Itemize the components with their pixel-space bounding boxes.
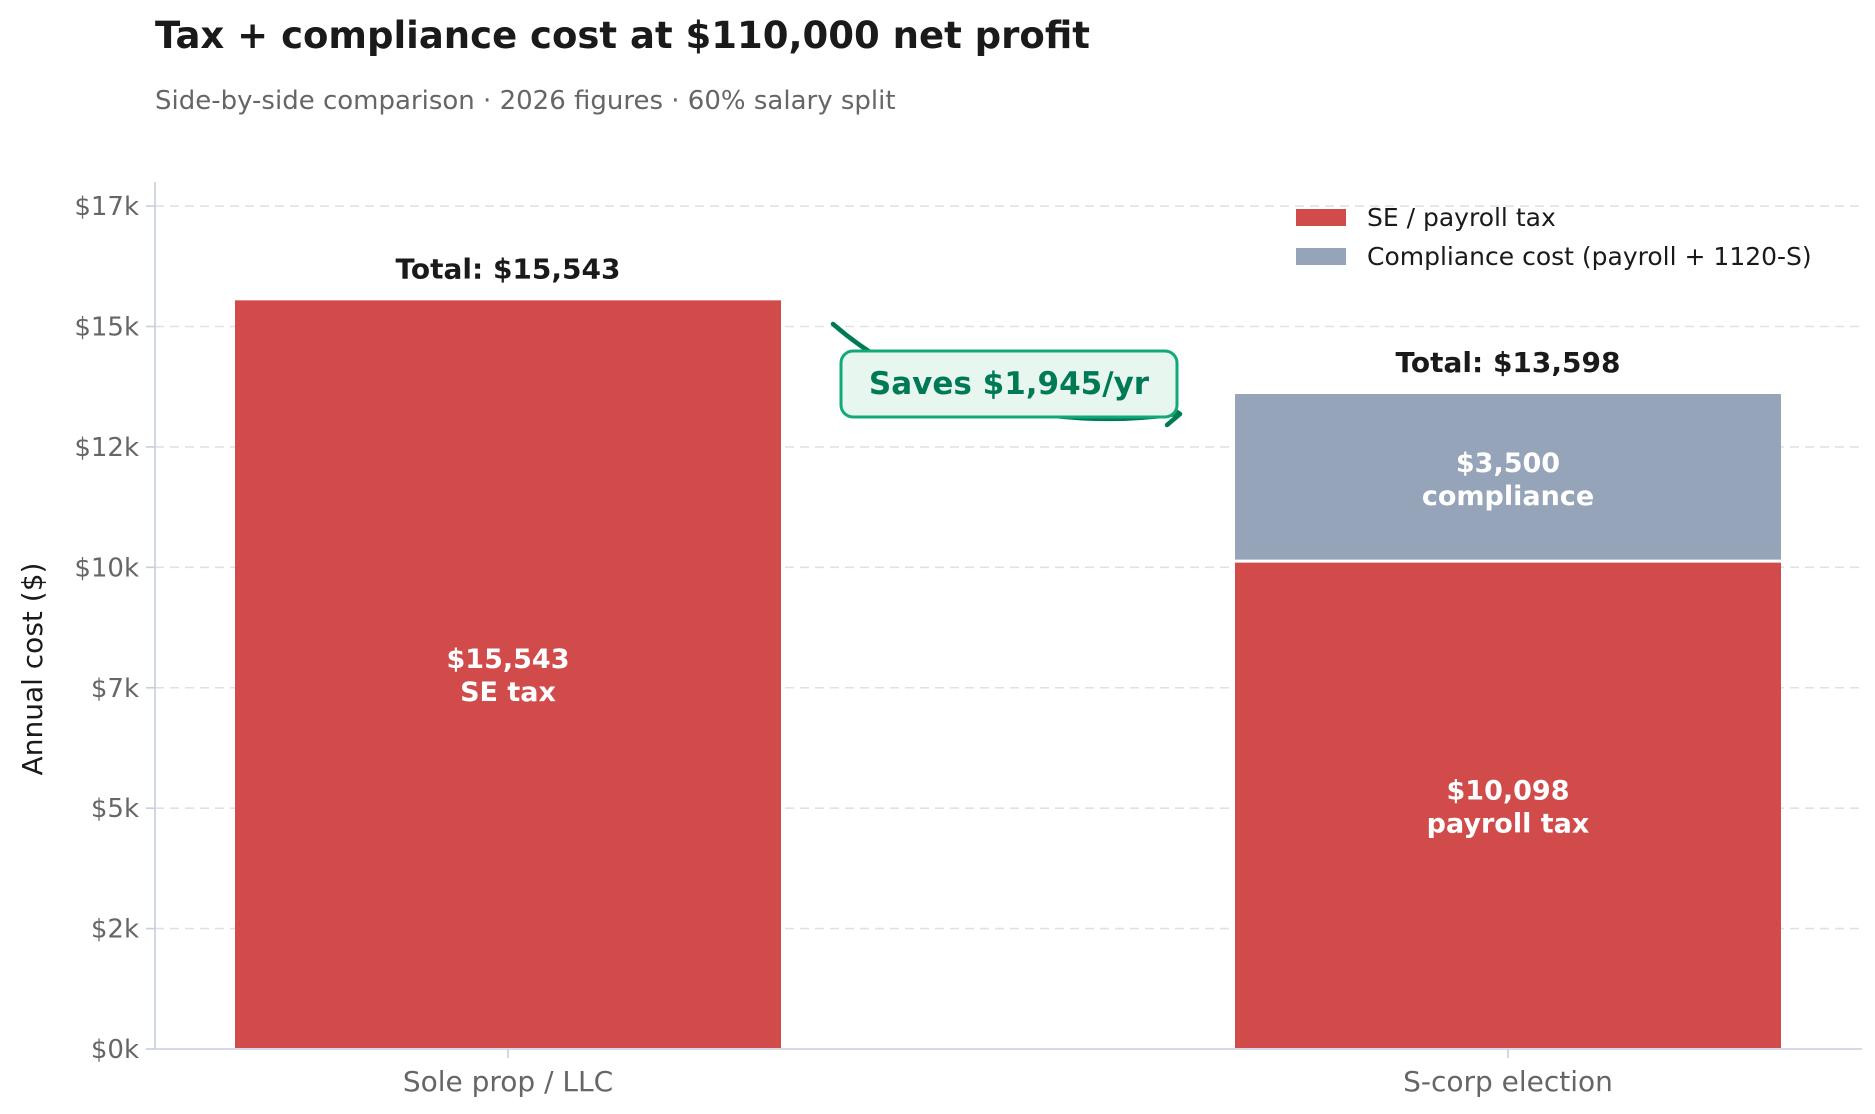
bar-value-label: $15,543 [447,644,570,675]
bar-value-label: compliance [1422,481,1594,512]
legend-label: Compliance cost (payroll + 1120-S) [1367,242,1812,271]
bar-value-label: $10,098 [1447,775,1570,806]
callout-text: Saves $1,945/yr [869,366,1150,402]
y-tick-label: $10k [74,553,139,583]
y-tick-label: $2k [91,915,139,945]
chart-subtitle: Side-by-side comparison · 2026 figures ·… [155,86,896,116]
y-axis-label: Annual cost ($) [16,563,49,776]
legend-swatch [1296,209,1346,226]
y-tick-label: $7k [91,674,139,704]
y-tick-label: $5k [91,794,139,824]
chart-title: Tax + compliance cost at $110,000 net pr… [155,14,1090,57]
x-tick-label: S-corp election [1403,1065,1613,1098]
callout-box [839,349,1179,419]
bar-segment-tax [235,300,781,1049]
bar-value-label: SE tax [460,677,556,708]
savings-callout: Saves $1,945/yr [830,321,1183,428]
bar-value-label: payroll tax [1427,808,1590,839]
y-tick-label: $12k [74,433,139,463]
y-tick-label: $0k [91,1035,139,1065]
legend: SE / payroll tax Compliance cost (payroll… [1296,203,1812,271]
bar-segment-compliance [1235,394,1781,560]
axes-layer: $0k $2k $5k $7k $10k $12k $15k $17k Sole prop / … [74,182,1862,1098]
bars-layer [235,300,1781,1049]
x-tick-label: Sole prop / LLC [403,1065,613,1098]
bar-total-label: Total: $15,543 [396,252,621,285]
bar-total-label: Total: $13,598 [1396,346,1621,379]
y-tick-label: $15k [74,313,139,343]
bar-value-label: $3,500 [1456,448,1560,479]
legend-label: SE / payroll tax [1367,203,1556,232]
y-tick-label: $17k [74,192,139,222]
legend-swatch [1296,248,1346,265]
bar-segment-tax [1235,562,1781,1048]
